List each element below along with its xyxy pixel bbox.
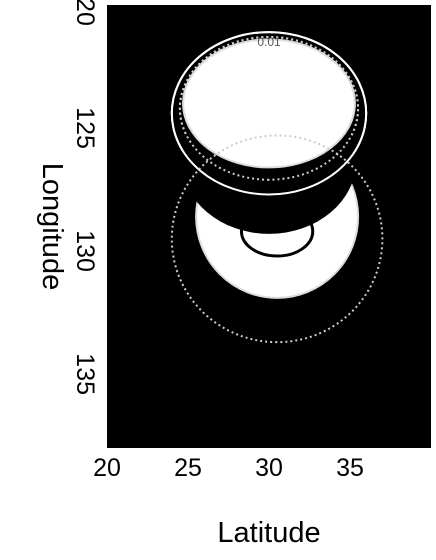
y-tick-label: 20 (93, 454, 121, 482)
contour-outer-halo (170, 134, 384, 344)
contour-group (170, 31, 384, 344)
x-tick-label: 125 (71, 107, 99, 149)
y-tick-label: 35 (336, 454, 364, 482)
x-tick-label: 135 (71, 353, 99, 395)
x-tick-labels: 120 125 130 135 (71, 0, 99, 395)
y-tick-labels: 20 25 30 35 (93, 454, 364, 482)
contour-level-label: 0.01 (257, 35, 281, 49)
y-tick-label: 25 (174, 454, 202, 482)
contour-secondary-inner (239, 205, 315, 258)
contour-main-ring-inner-top (178, 35, 360, 181)
annotations: 0.01 (257, 35, 281, 49)
x-tick-label: 130 (71, 230, 99, 272)
rotated-figure: 120 125 130 135 20 25 30 35 Longitude Latitude… (36, 0, 431, 549)
x-tick-label: 120 (71, 0, 99, 26)
y-axis-title: Latitude (217, 517, 320, 549)
y-tick-label: 30 (255, 454, 283, 482)
contour-main-core-top (182, 38, 356, 169)
x-axis-title: Longitude (36, 163, 68, 290)
contour-main-ring-outer-top (170, 31, 368, 196)
